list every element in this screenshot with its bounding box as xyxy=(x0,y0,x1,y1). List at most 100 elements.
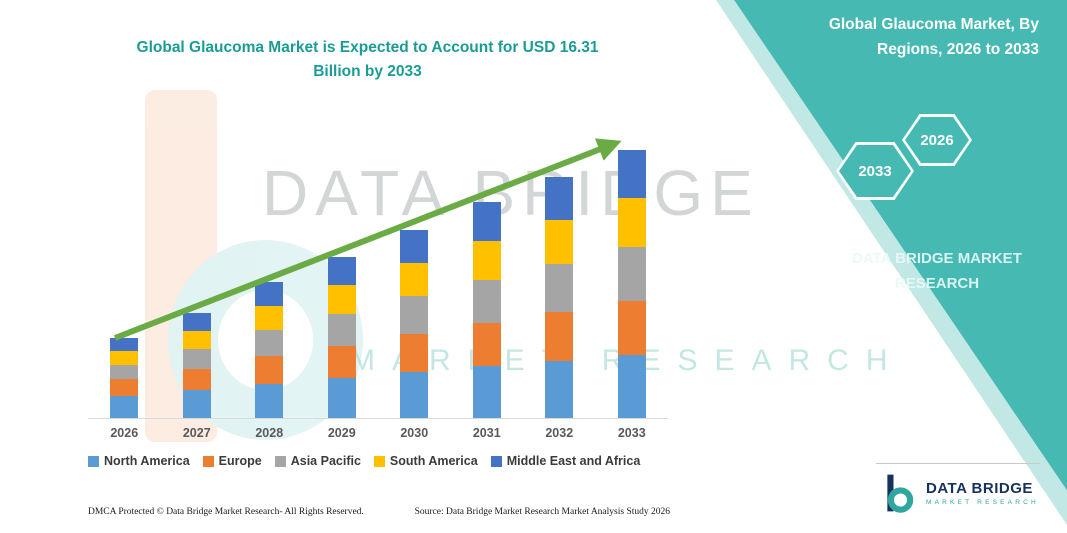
bar-segment xyxy=(110,364,139,380)
bar-segment xyxy=(400,372,429,418)
legend-item: Middle East and Africa xyxy=(490,454,641,468)
bar-segment xyxy=(545,219,574,264)
dmca-notice: DMCA Protected © Data Bridge Market Rese… xyxy=(88,507,364,517)
category-label: 2032 xyxy=(545,426,574,440)
hexagon-2026-label: 2026 xyxy=(905,117,969,163)
bar-segment xyxy=(617,246,646,301)
legend-swatch xyxy=(373,455,385,467)
bar-segment xyxy=(182,312,211,331)
hexagon-2026: 2026 xyxy=(902,114,972,166)
bar-column-2030 xyxy=(378,229,451,418)
bar-segment xyxy=(327,314,356,346)
logo-subtitle: MARKET RESEARCH xyxy=(926,499,1039,506)
data-bridge-logo: DATA BRIDGE MARKET RESEARCH xyxy=(876,472,1039,514)
bar-segment xyxy=(400,229,429,263)
bar-segment xyxy=(472,240,501,280)
bar-segment xyxy=(110,337,139,352)
bar-segment xyxy=(545,177,574,220)
bar-segment xyxy=(545,263,574,312)
data-bridge-logo-icon xyxy=(887,474,914,513)
legend-label: Europe xyxy=(218,454,262,468)
side-panel-heading-line2: Regions, 2026 to 2033 xyxy=(877,41,1039,58)
chart-title: Global Glaucoma Market is Expected to Ac… xyxy=(95,36,640,84)
stacked-bar-2028 xyxy=(255,282,284,418)
logo-divider xyxy=(876,463,1040,464)
chart-title-line2: Billion by 2033 xyxy=(313,63,422,80)
legend-label: South America xyxy=(389,454,478,468)
category-label: 2028 xyxy=(255,426,284,440)
bar-column-2031 xyxy=(451,202,524,418)
bars-row xyxy=(88,116,668,419)
bar-column-2029 xyxy=(306,257,379,418)
legend-label: Middle East and Africa xyxy=(506,454,641,468)
hexagon-2033: 2033 xyxy=(836,142,914,200)
legend-swatch xyxy=(490,455,502,467)
legend: North America Europe Asia Pacific South Ame… xyxy=(88,454,640,468)
bar-segment xyxy=(617,300,646,355)
bar-segment xyxy=(182,368,211,391)
bar-segment xyxy=(472,279,501,323)
stacked-bar-chart: 2026 2027 2028 2029 2030 2031 2032 2033 xyxy=(88,116,668,456)
bar-segment xyxy=(327,285,356,315)
legend-label: Asia Pacific xyxy=(290,454,361,468)
bar-segment xyxy=(327,257,356,286)
bar-segment xyxy=(545,311,574,361)
legend-swatch xyxy=(202,455,214,467)
bar-segment xyxy=(255,355,284,384)
bar-segment xyxy=(545,360,574,418)
legend-swatch xyxy=(88,455,99,467)
side-panel-heading-line1: Global Glaucoma Market, By xyxy=(828,16,1039,33)
bar-column-2033 xyxy=(596,149,669,418)
category-label: 2029 xyxy=(327,426,356,440)
stacked-bar-2032 xyxy=(545,177,574,418)
category-labels: 2026 2027 2028 2029 2030 2031 2032 2033 xyxy=(88,426,668,440)
category-label: 2026 xyxy=(110,426,139,440)
footer: DMCA Protected © Data Bridge Market Rese… xyxy=(88,507,670,517)
bar-segment xyxy=(472,322,501,367)
hexagon-2033-label: 2033 xyxy=(839,145,911,197)
bar-segment xyxy=(400,333,429,372)
stacked-bar-2027 xyxy=(182,312,211,418)
legend-item: South America xyxy=(373,454,478,468)
trend-arrow xyxy=(113,138,622,341)
source-note: Source: Data Bridge Market Research Mark… xyxy=(414,507,670,517)
bar-column-2032 xyxy=(523,177,596,418)
bar-column-2026 xyxy=(88,337,161,418)
bar-segment xyxy=(617,354,646,418)
category-label: 2027 xyxy=(182,426,211,440)
legend-label: North America xyxy=(104,454,190,468)
bar-segment xyxy=(327,378,356,418)
legend-item: Asia Pacific xyxy=(274,454,361,468)
category-label: 2031 xyxy=(472,426,501,440)
bar-segment xyxy=(255,383,284,418)
logo-text-block: DATA BRIDGE MARKET RESEARCH xyxy=(926,480,1039,506)
watermark-text: DATA BRIDGE xyxy=(262,157,760,229)
stacked-bar-2031 xyxy=(472,202,501,418)
bar-segment xyxy=(110,351,139,365)
bar-segment xyxy=(110,395,139,418)
bar-segment xyxy=(617,149,646,198)
legend-swatch xyxy=(274,455,286,467)
chart-title-line1: Global Glaucoma Market is Expected to Ac… xyxy=(136,39,599,56)
bar-segment xyxy=(255,329,284,356)
bar-segment xyxy=(255,305,284,330)
bar-segment xyxy=(182,348,211,369)
bar-segment xyxy=(472,202,501,241)
legend-item: Europe xyxy=(202,454,262,468)
bar-segment xyxy=(400,262,429,297)
bar-column-2028 xyxy=(233,282,306,418)
bar-segment xyxy=(327,345,356,379)
stacked-bar-2026 xyxy=(110,337,139,418)
category-label: 2033 xyxy=(617,426,646,440)
logo-title: DATA BRIDGE xyxy=(926,480,1033,497)
panel-brand-text: DATA BRIDGE MARKET RESEARCH xyxy=(852,250,1022,292)
bar-segment xyxy=(182,330,211,349)
bar-segment xyxy=(400,296,429,334)
stacked-bar-2030 xyxy=(400,229,429,418)
bar-column-2027 xyxy=(161,312,234,418)
bar-segment xyxy=(182,390,211,418)
stacked-bar-2033 xyxy=(617,149,646,418)
bar-segment xyxy=(110,379,139,396)
category-label: 2030 xyxy=(400,426,429,440)
